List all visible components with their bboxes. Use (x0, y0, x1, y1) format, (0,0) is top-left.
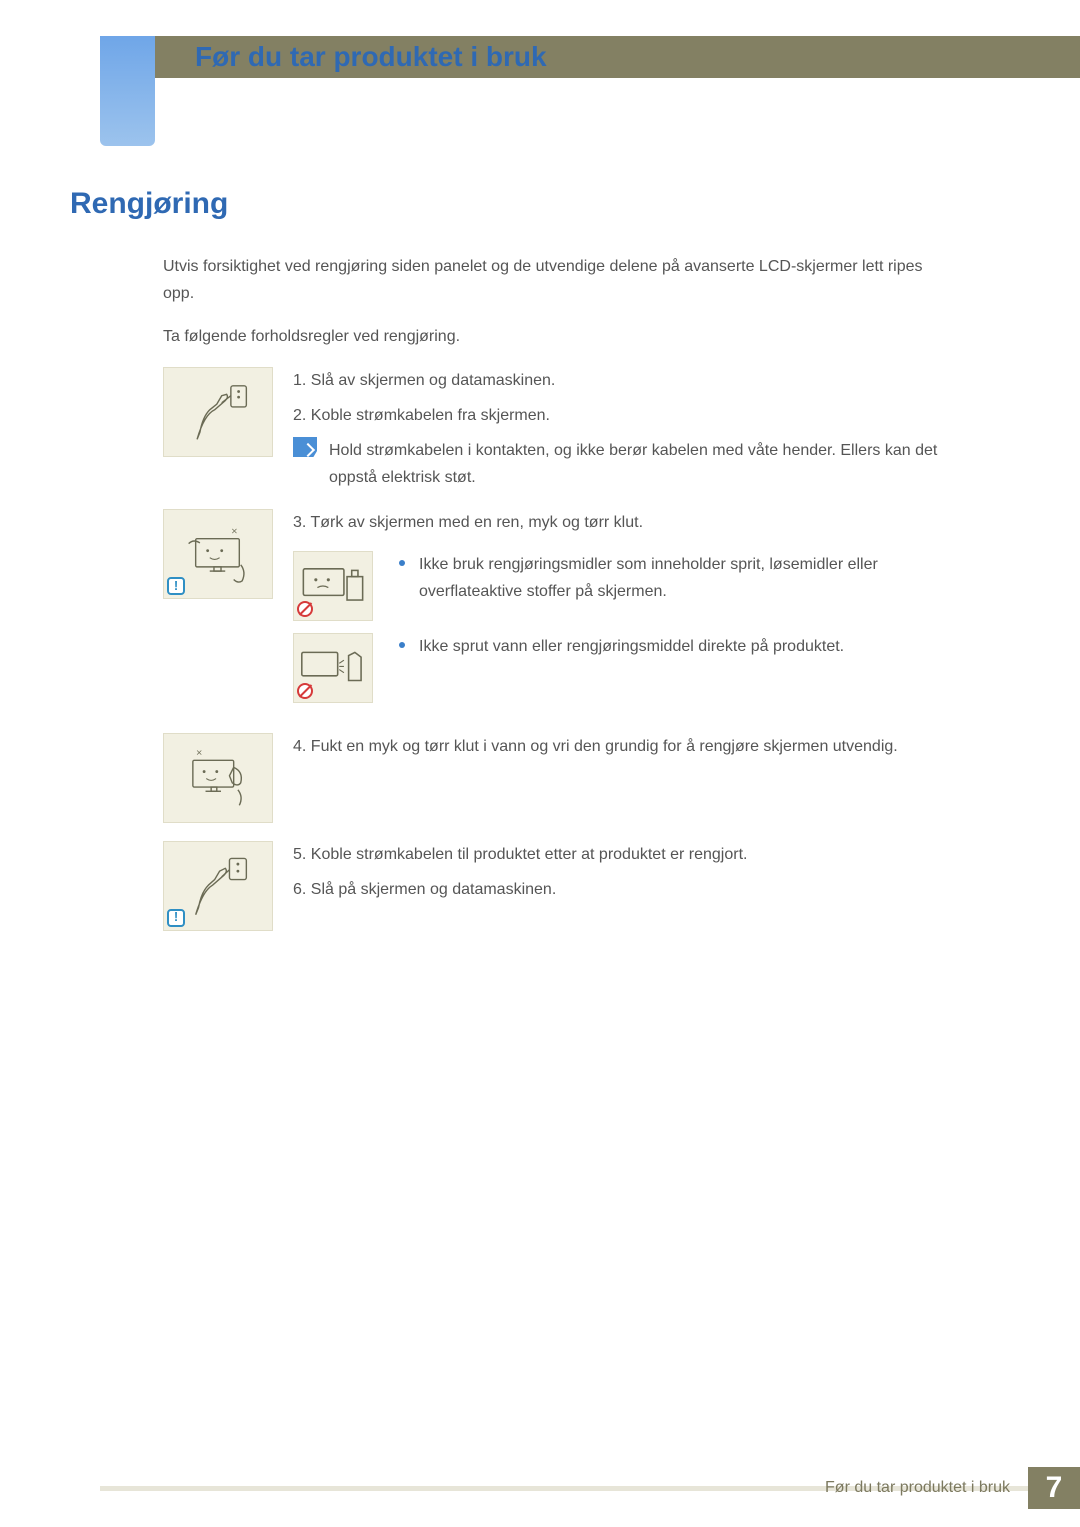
bullet-a-text: Ikke bruk rengjøringsmidler som innehold… (419, 551, 953, 605)
step-1: 1. Slå av skjermen og datamaskinen. (293, 367, 953, 394)
step-block-1: 1. Slå av skjermen og datamaskinen. 2. K… (163, 367, 953, 492)
note-1: Hold strømkabelen i kontakten, og ikke b… (293, 437, 953, 491)
note-flag-icon (293, 437, 317, 457)
monitor-cloth-illustration (163, 733, 273, 823)
step-6: 6. Slå på skjermen og datamaskinen. (293, 876, 953, 903)
note-text: Hold strømkabelen i kontakten, og ikke b… (329, 437, 953, 491)
step-2: 2. Koble strømkabelen fra skjermen. (293, 402, 953, 429)
hand-plug-illustration (163, 367, 273, 457)
section-title: Rengjøring (70, 187, 228, 221)
plug-in-icon (175, 850, 261, 920)
body-content: Utvis forsiktighet ved rengjøring siden … (163, 253, 953, 949)
cloth-icon (175, 742, 261, 812)
prohibit-badge-icon (297, 683, 313, 699)
monitor-spray-prohibited-illustration (293, 633, 373, 703)
plug-icon (175, 376, 261, 446)
intro-paragraph-1: Utvis forsiktighet ved rengjøring siden … (163, 253, 953, 307)
bullet-b-row: Ikke sprut vann eller rengjøringsmiddel … (293, 633, 953, 703)
monitor-wipe-illustration: ! (163, 509, 273, 599)
info-badge-icon: ! (167, 909, 185, 927)
step-block-5: ! 5. Koble strømkabelen til produktet et… (163, 841, 953, 931)
bullet-dot (399, 642, 405, 648)
step-4-text-col: 4. Fukt en myk og tørr klut i vann og vr… (293, 733, 953, 768)
chapter-title: Før du tar produktet i bruk (195, 36, 547, 78)
bullet-dot (399, 560, 405, 566)
bullet-b-text: Ikke sprut vann eller rengjøringsmiddel … (419, 633, 953, 660)
page-number: 7 (1028, 1467, 1080, 1509)
monitor-icon (175, 519, 261, 589)
step-5-text-col: 5. Koble strømkabelen til produktet ette… (293, 841, 953, 911)
footer: Før du tar produktet i bruk 7 (807, 1467, 1080, 1509)
footer-chapter-label: Før du tar produktet i bruk (807, 1467, 1028, 1509)
info-badge-icon: ! (167, 577, 185, 595)
step-5: 5. Koble strømkabelen til produktet ette… (293, 841, 953, 868)
step-3-text: 3. Tørk av skjermen med en ren, myk og t… (293, 509, 953, 714)
chapter-tab (100, 36, 155, 146)
step-block-4: 4. Fukt en myk og tørr klut i vann og vr… (163, 733, 953, 823)
step-block-3: ! 3. Tørk av skjermen med en ren, myk og… (163, 509, 953, 714)
step-4: 4. Fukt en myk og tørr klut i vann og vr… (293, 733, 953, 760)
intro-paragraph-2: Ta følgende forholdsregler ved rengjørin… (163, 323, 953, 350)
step-text-1: 1. Slå av skjermen og datamaskinen. 2. K… (293, 367, 953, 492)
step-3: 3. Tørk av skjermen med en ren, myk og t… (293, 509, 953, 536)
hand-plug-in-illustration: ! (163, 841, 273, 931)
monitor-cleaner-prohibited-illustration (293, 551, 373, 621)
bullet-a-row: Ikke bruk rengjøringsmidler som innehold… (293, 551, 953, 621)
prohibit-badge-icon (297, 601, 313, 617)
